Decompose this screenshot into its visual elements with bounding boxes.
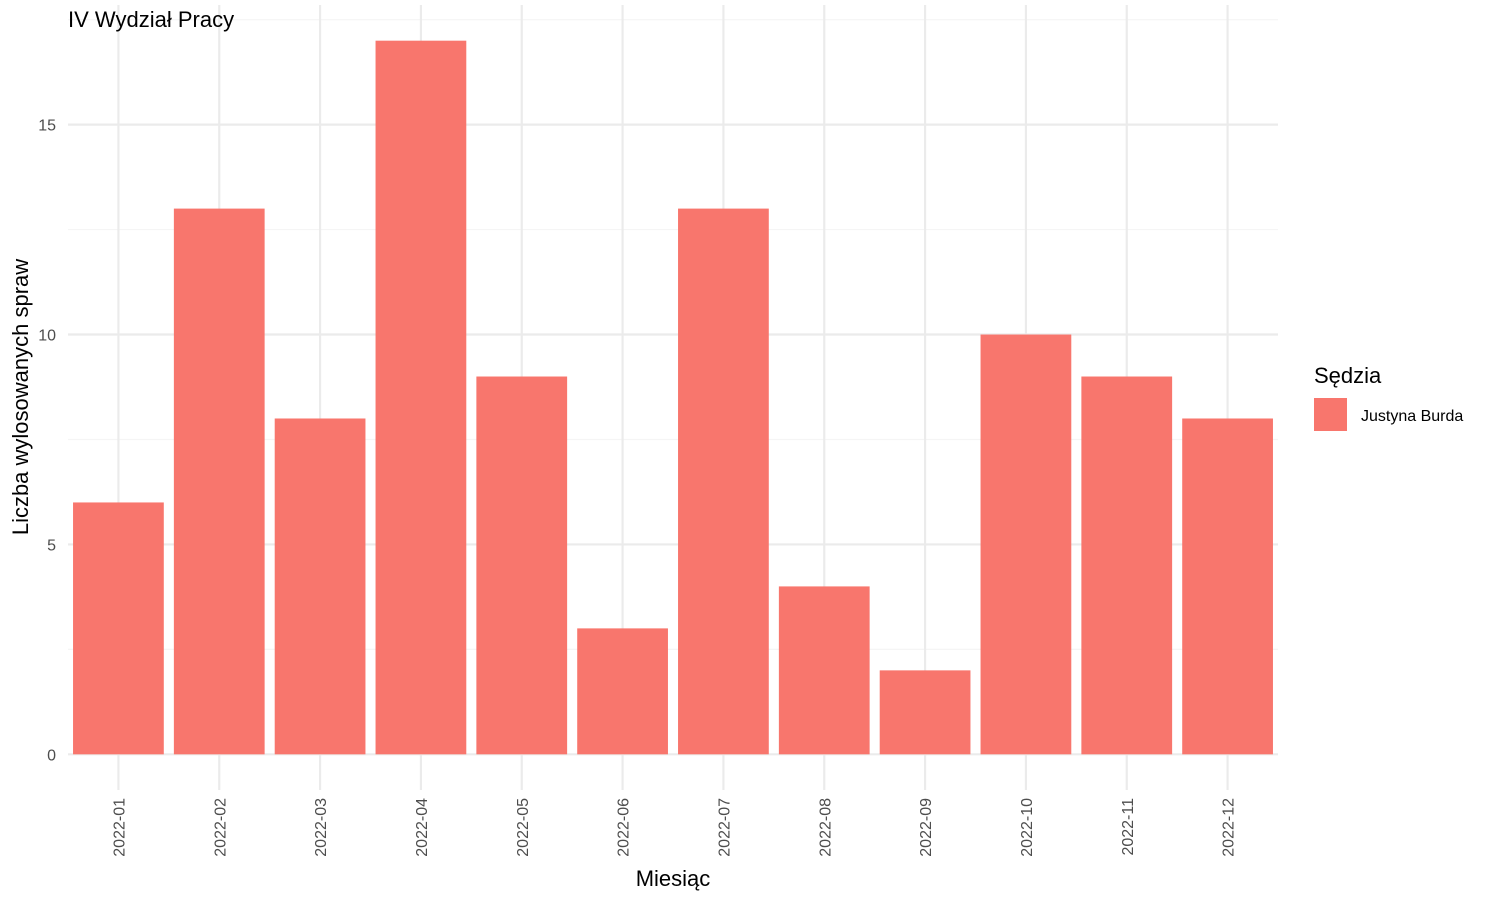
x-tick-label: 2022-12 xyxy=(1221,798,1238,857)
y-tick-label: 0 xyxy=(47,747,56,764)
x-tick-label: 2022-05 xyxy=(515,798,532,857)
bar xyxy=(274,418,366,755)
chart-title: IV Wydział Pracy xyxy=(68,7,234,32)
bar xyxy=(778,586,870,755)
x-tick-label: 2022-02 xyxy=(212,798,229,857)
x-tick-label: 2022-11 xyxy=(1120,798,1137,856)
x-tick-label: 2022-07 xyxy=(716,798,733,857)
bar xyxy=(980,334,1072,755)
bar xyxy=(577,628,668,755)
x-axis-ticks: 2022-01 2022-02 2022-03 2022-04 2022-05 2022-… xyxy=(111,798,1237,857)
bar xyxy=(1081,376,1173,755)
y-tick-label: 10 xyxy=(38,328,56,345)
legend-item-label: Justyna Burda xyxy=(1361,408,1463,425)
y-axis-title: Liczba wylosowanych spraw xyxy=(8,259,33,535)
bar xyxy=(678,208,769,755)
y-axis-ticks: 0 5 10 15 xyxy=(38,118,56,765)
bar xyxy=(1182,418,1273,755)
x-tick-label: 2022-06 xyxy=(616,798,633,857)
bar xyxy=(476,376,568,755)
x-tick-label: 2022-04 xyxy=(414,798,431,857)
x-tick-label: 2022-03 xyxy=(313,798,330,857)
bar xyxy=(375,40,467,755)
y-tick-label: 5 xyxy=(47,537,56,554)
bars xyxy=(73,40,1273,755)
bar xyxy=(73,502,164,755)
x-axis-title: Miesiąc xyxy=(636,866,711,891)
bar xyxy=(879,670,971,755)
bar xyxy=(173,208,265,755)
x-tick-label: 2022-01 xyxy=(111,798,128,857)
x-tick-label: 2022-09 xyxy=(918,798,935,857)
x-tick-label: 2022-08 xyxy=(817,798,834,857)
legend-key-swatch xyxy=(1314,398,1347,431)
x-tick-label: 2022-10 xyxy=(1019,798,1036,857)
legend-title: Sędzia xyxy=(1314,363,1382,388)
legend: Sędzia Justyna Burda xyxy=(1314,363,1463,431)
y-tick-label: 15 xyxy=(38,118,56,135)
